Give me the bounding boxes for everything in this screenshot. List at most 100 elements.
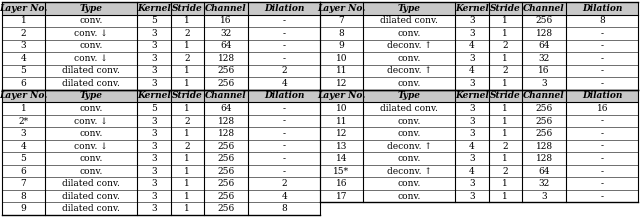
Text: 4: 4 — [282, 192, 287, 201]
Text: Channel: Channel — [524, 4, 565, 13]
Text: 1: 1 — [184, 79, 190, 88]
Text: -: - — [601, 117, 604, 125]
Text: 3: 3 — [151, 41, 157, 50]
Text: 1: 1 — [184, 204, 190, 213]
Text: 13: 13 — [336, 141, 347, 151]
Text: 1: 1 — [184, 104, 190, 113]
Text: conv.: conv. — [397, 154, 420, 163]
Text: conv.: conv. — [397, 179, 420, 188]
Text: 7: 7 — [339, 16, 344, 25]
Text: Type: Type — [397, 4, 420, 13]
Text: 3: 3 — [151, 29, 157, 38]
Text: -: - — [283, 104, 285, 113]
Text: 16: 16 — [336, 179, 348, 188]
Text: 5: 5 — [151, 104, 157, 113]
Text: 5: 5 — [20, 66, 26, 76]
Text: 64: 64 — [538, 167, 550, 176]
Text: 2: 2 — [184, 54, 190, 63]
Text: 3: 3 — [151, 179, 157, 188]
Text: 1: 1 — [502, 54, 508, 63]
Text: 16: 16 — [220, 16, 232, 25]
Text: 17: 17 — [336, 192, 348, 201]
Text: 4: 4 — [469, 66, 475, 76]
Text: -: - — [601, 167, 604, 176]
Text: Layer No.: Layer No. — [0, 92, 47, 100]
Text: 12: 12 — [336, 129, 347, 138]
Text: 1: 1 — [502, 154, 508, 163]
Text: 128: 128 — [536, 29, 553, 38]
Text: -: - — [283, 129, 285, 138]
Text: Dilation: Dilation — [264, 4, 305, 13]
Text: 3: 3 — [151, 66, 157, 76]
Text: Dilation: Dilation — [264, 92, 305, 100]
Text: 10: 10 — [336, 54, 348, 63]
Text: 4: 4 — [469, 41, 475, 50]
Text: 3: 3 — [151, 129, 157, 138]
Text: 256: 256 — [218, 167, 235, 176]
Text: 3: 3 — [469, 154, 475, 163]
Text: 4: 4 — [20, 141, 26, 151]
Text: Stride: Stride — [490, 4, 520, 13]
Text: -: - — [601, 41, 604, 50]
Text: 1: 1 — [20, 104, 26, 113]
Text: conv.: conv. — [79, 104, 103, 113]
Text: 3: 3 — [469, 79, 475, 88]
Text: 1: 1 — [184, 192, 190, 201]
Text: Kernel: Kernel — [137, 4, 171, 13]
Text: 256: 256 — [536, 117, 553, 125]
Text: 2: 2 — [184, 117, 190, 125]
Text: 32: 32 — [539, 54, 550, 63]
Text: 1: 1 — [184, 41, 190, 50]
Text: 6: 6 — [20, 167, 26, 176]
Text: conv.: conv. — [397, 192, 420, 201]
Text: 1: 1 — [184, 154, 190, 163]
Text: conv. ↓: conv. ↓ — [74, 54, 108, 63]
Text: 1: 1 — [502, 179, 508, 188]
Text: 8: 8 — [599, 16, 605, 25]
Text: 3: 3 — [541, 192, 547, 201]
Text: Layer No.: Layer No. — [317, 92, 365, 100]
Text: -: - — [601, 192, 604, 201]
Text: -: - — [283, 16, 285, 25]
Text: 1: 1 — [184, 167, 190, 176]
Text: -: - — [601, 54, 604, 63]
Text: 2: 2 — [184, 141, 190, 151]
Text: 64: 64 — [220, 104, 232, 113]
Text: deconv. ↑: deconv. ↑ — [387, 41, 431, 50]
Text: 7: 7 — [20, 179, 26, 188]
Text: 256: 256 — [536, 129, 553, 138]
Text: 256: 256 — [218, 66, 235, 76]
Text: Kernel: Kernel — [455, 4, 489, 13]
Text: dilated conv.: dilated conv. — [62, 192, 120, 201]
Text: 1: 1 — [502, 79, 508, 88]
Text: 1: 1 — [20, 16, 26, 25]
Text: dilated conv.: dilated conv. — [62, 79, 120, 88]
Text: conv. ↓: conv. ↓ — [74, 141, 108, 151]
Text: Type: Type — [79, 4, 102, 13]
Text: Stride: Stride — [490, 92, 520, 100]
Text: conv.: conv. — [79, 154, 103, 163]
Text: 14: 14 — [336, 154, 348, 163]
Text: dilated conv.: dilated conv. — [380, 104, 438, 113]
Text: 12: 12 — [336, 79, 347, 88]
Text: conv.: conv. — [79, 16, 103, 25]
Text: -: - — [283, 54, 285, 63]
Text: 3: 3 — [151, 154, 157, 163]
Text: -: - — [283, 117, 285, 125]
Text: 2*: 2* — [19, 117, 29, 125]
Text: 3: 3 — [151, 192, 157, 201]
Text: 5: 5 — [151, 16, 157, 25]
Text: Type: Type — [79, 92, 102, 100]
Text: 8: 8 — [282, 204, 287, 213]
Text: 3: 3 — [151, 141, 157, 151]
Text: -: - — [601, 141, 604, 151]
Text: 3: 3 — [151, 204, 157, 213]
Text: -: - — [283, 29, 285, 38]
Text: 256: 256 — [218, 79, 235, 88]
Bar — [2, 90, 320, 102]
Text: 3: 3 — [469, 54, 475, 63]
Text: 1: 1 — [184, 66, 190, 76]
Text: -: - — [283, 141, 285, 151]
Text: 2: 2 — [502, 41, 508, 50]
Text: 256: 256 — [536, 16, 553, 25]
